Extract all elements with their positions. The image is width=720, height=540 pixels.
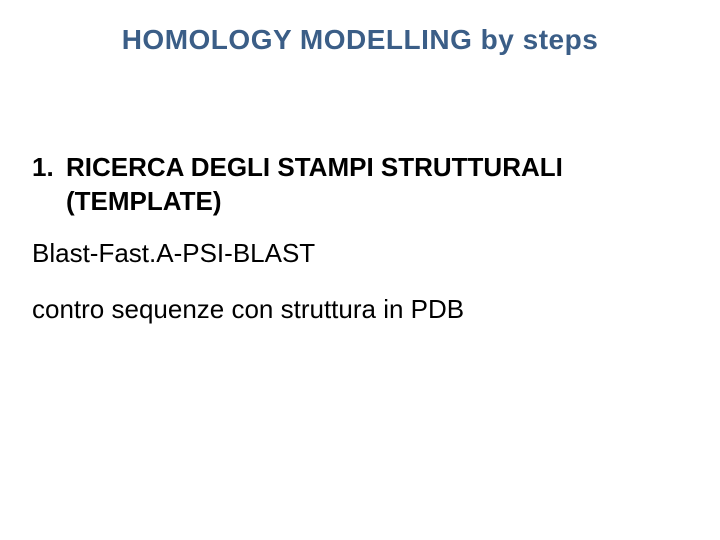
step-heading-line2: (TEMPLATE) — [66, 184, 672, 218]
slide: HOMOLOGY MODELLING by steps 1. RICERCA D… — [0, 0, 720, 540]
slide-title: HOMOLOGY MODELLING by steps — [0, 24, 720, 56]
step-heading-line1: RICERCA DEGLI STAMPI STRUTTURALI — [66, 150, 672, 184]
body-line-1: Blast-Fast.A-PSI-BLAST — [32, 238, 672, 269]
body-line-2: contro sequenze con struttura in PDB — [32, 294, 672, 325]
step-1-heading: 1. RICERCA DEGLI STAMPI STRUTTURALI (TEM… — [32, 150, 672, 218]
step-number: 1. — [32, 150, 66, 184]
step-text: RICERCA DEGLI STAMPI STRUTTURALI (TEMPLA… — [66, 150, 672, 218]
